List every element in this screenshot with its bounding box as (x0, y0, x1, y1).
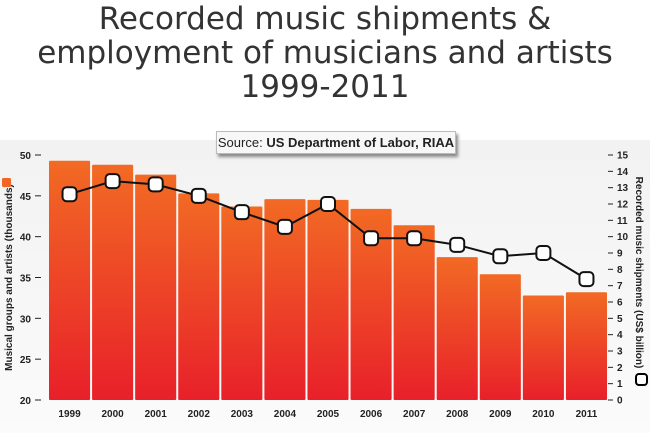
shipments-point-2000 (104, 173, 121, 190)
left-tick-label: 35 (20, 274, 32, 285)
title-line: 1999-2011 (240, 69, 410, 105)
x-tick-label: 2004 (274, 409, 297, 420)
source-text: US Department of Labor, RIAA (266, 135, 455, 150)
bar-2001 (135, 174, 177, 400)
x-tick-label: 2007 (403, 409, 426, 420)
shipments-point-2006 (363, 230, 380, 247)
right-tick-label: 0 (617, 396, 623, 407)
title-line: employment of musicians and artists (37, 35, 613, 71)
chart-title: Recorded music shipments & employment of… (0, 2, 650, 104)
title-line: Recorded music shipments & (98, 1, 552, 37)
left-axis-title: Musical groups and artists (thousands) (4, 184, 15, 371)
x-tick-label: 2003 (231, 409, 254, 420)
bar-2000 (92, 164, 134, 400)
source-box: Source: US Department of Labor, RIAA (216, 131, 456, 154)
right-tick-label: 15 (617, 151, 629, 162)
bar-2005 (307, 199, 349, 400)
right-tick-label: 2 (617, 363, 623, 374)
shipments-point-2007 (406, 230, 423, 247)
right-tick-label: 14 (617, 167, 629, 178)
x-tick-label: 2006 (360, 409, 383, 420)
right-tick-label: 7 (617, 281, 623, 292)
right-tick-label: 9 (617, 249, 623, 260)
bar-2007 (393, 225, 435, 400)
x-tick-label: 2009 (489, 409, 512, 420)
left-tick-label: 45 (20, 192, 32, 203)
right-tick-label: 11 (617, 216, 628, 227)
right-tick-label: 13 (617, 183, 629, 194)
shipments-point-2003 (233, 204, 250, 221)
shipments-point-2005 (320, 196, 336, 212)
x-tick-label: 2008 (446, 409, 469, 420)
x-tick-label: 2011 (576, 409, 598, 420)
left-tick-label: 20 (20, 396, 32, 407)
bar-1999 (49, 160, 91, 400)
x-tick-label: 2005 (317, 409, 340, 420)
x-tick-label: 1999 (58, 409, 81, 420)
shipments-point-2009 (492, 248, 509, 265)
bar-2003 (221, 206, 263, 400)
right-tick-label: 1 (617, 379, 623, 390)
bar-2002 (178, 193, 220, 400)
bar-legend-icon (2, 178, 11, 187)
x-tick-label: 2000 (101, 409, 124, 420)
x-tick-label: 2001 (145, 409, 168, 420)
bar-2008 (436, 257, 478, 400)
bar-2006 (350, 208, 392, 400)
right-tick-label: 6 (617, 298, 623, 309)
bar-2011 (565, 292, 607, 400)
shipments-point-2011 (578, 271, 595, 288)
right-tick-label: 10 (617, 232, 629, 243)
shipments-point-2001 (147, 176, 164, 193)
right-tick-label: 4 (617, 330, 623, 341)
bar-2009 (479, 274, 521, 400)
shipments-point-2008 (449, 236, 466, 253)
source-label: Source: (217, 135, 263, 150)
left-tick-label: 30 (20, 314, 32, 325)
x-tick-label: 2010 (532, 409, 555, 420)
left-tick-label: 25 (20, 355, 32, 366)
shipments-point-1999 (61, 186, 78, 203)
left-tick-label: 50 (20, 151, 32, 162)
shipments-point-2004 (276, 218, 293, 235)
right-tick-label: 12 (617, 200, 629, 211)
bar-2010 (522, 295, 564, 400)
x-tick-label: 2002 (188, 409, 211, 420)
line-legend-icon (635, 373, 648, 386)
bar-2004 (264, 199, 306, 400)
right-tick-label: 8 (617, 265, 623, 276)
right-axis-title: Recorded music shipments (US$ billion) (633, 177, 644, 369)
right-tick-label: 3 (617, 347, 623, 358)
shipments-point-2010 (535, 245, 552, 261)
shipments-point-2002 (190, 187, 207, 204)
left-tick-label: 40 (20, 233, 32, 244)
right-tick-label: 5 (617, 314, 623, 325)
